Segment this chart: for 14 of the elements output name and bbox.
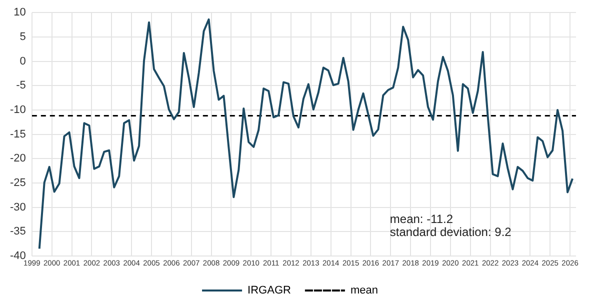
y-tick-label: -10 xyxy=(10,104,26,116)
y-tick-label: 0 xyxy=(20,55,26,68)
y-tick-label: -25 xyxy=(10,177,26,190)
annotation: mean: -11.2 xyxy=(390,212,454,226)
y-tick-label: 10 xyxy=(14,6,26,19)
y-tick-label: -5 xyxy=(16,80,26,92)
legend-label: IRGAGR xyxy=(248,284,291,297)
y-tick-label: -30 xyxy=(10,201,26,214)
legend-label: mean xyxy=(350,284,378,297)
y-tick-label: 5 xyxy=(20,30,26,43)
y-tick-label: -35 xyxy=(10,226,26,238)
y-tick-label: -15 xyxy=(10,128,26,140)
y-tick-label: -20 xyxy=(10,152,26,165)
annotation: standard deviation: 9.2 xyxy=(390,225,512,240)
